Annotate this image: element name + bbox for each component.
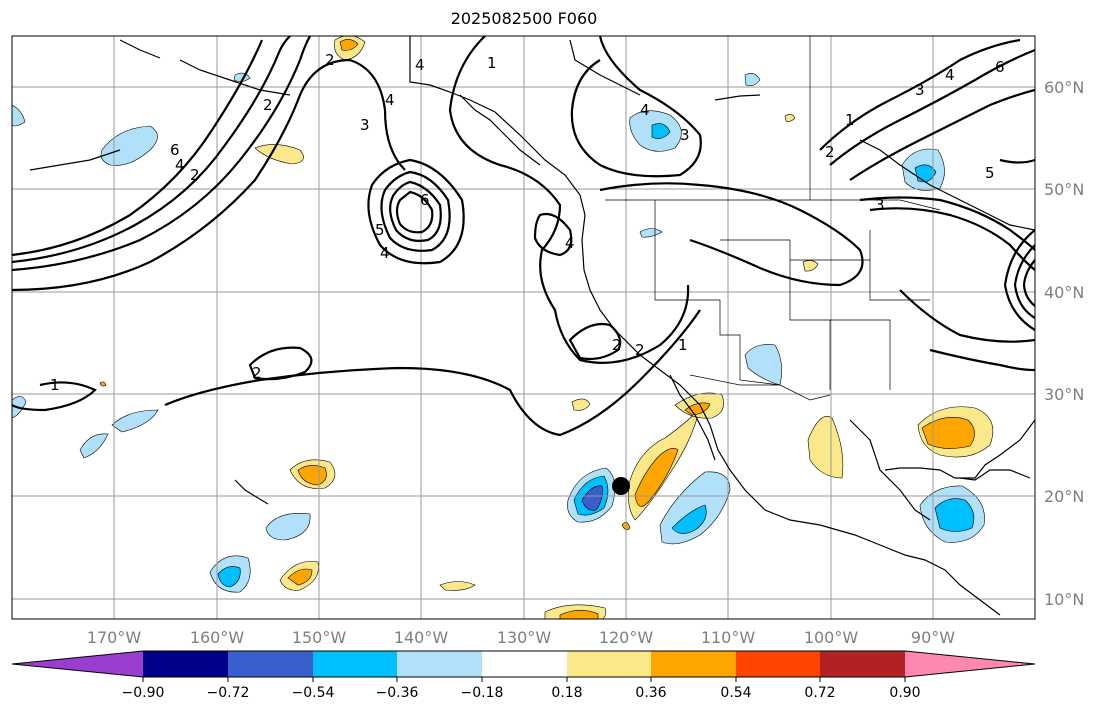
lon-label: 160°W — [190, 628, 245, 647]
contour-label: 1 — [678, 336, 688, 354]
lat-label: 60°N — [1044, 78, 1084, 97]
map-title: 2025082500 F060 — [450, 9, 598, 28]
storm-position-dot — [612, 477, 630, 495]
contour-label: 2 — [263, 96, 273, 114]
contour-label: 1 — [50, 376, 60, 394]
colorbar-tick-label: −0.90 — [122, 685, 165, 701]
lon-label: 110°W — [701, 628, 756, 647]
lon-label: 100°W — [804, 628, 859, 647]
colorbar-segment — [143, 651, 228, 677]
contour-label: 1 — [845, 111, 855, 129]
colorbar-tick-label: −0.18 — [461, 685, 504, 701]
colorbar-extend-max — [905, 651, 1035, 677]
colorbar-ticks — [142, 677, 906, 682]
colorbar-tick-label: 0.72 — [804, 685, 835, 701]
contour-label: 3 — [360, 116, 370, 134]
lon-label: 130°W — [497, 628, 552, 647]
contour-label: 6 — [420, 191, 430, 209]
contour-lines — [12, 36, 1035, 437]
lon-label: 90°W — [911, 628, 955, 647]
map-content: 2 4 4 1 2 3 6 2 4 6 5 4 4 4 3 2 1 3 4 6 … — [12, 36, 1035, 619]
colorbar-tick-label: −0.72 — [207, 685, 250, 701]
coastlines — [29, 36, 1035, 616]
contour-labels: 2 4 4 1 2 3 6 2 4 6 5 4 4 4 3 2 1 3 4 6 … — [50, 51, 1005, 394]
contour-label: 2 — [325, 51, 335, 69]
contour-label: 5 — [985, 164, 995, 182]
graticule — [12, 36, 1035, 619]
contour-label: 4 — [945, 66, 955, 84]
contour-label: 4 — [640, 101, 650, 119]
political-borders — [605, 36, 941, 401]
lat-label: 50°N — [1044, 180, 1084, 199]
colorbar-segment — [820, 651, 905, 677]
colorbar-segment — [567, 651, 651, 677]
lat-label: 10°N — [1044, 590, 1084, 609]
colorbar: −0.90 −0.72 −0.54 −0.36 −0.18 0.18 0.36 … — [11, 650, 1036, 701]
contour-label: 2 — [252, 364, 262, 382]
contour-label: 3 — [680, 126, 690, 144]
colorbar-tick-label: 0.36 — [635, 685, 666, 701]
map-frame — [11, 35, 1036, 620]
colorbar-segment — [482, 651, 567, 677]
contour-label: 3 — [915, 81, 925, 99]
colorbar-extend-min — [12, 651, 143, 677]
contour-label: 2 — [825, 143, 835, 161]
lat-label: 40°N — [1044, 283, 1084, 302]
lon-label: 120°W — [599, 628, 654, 647]
contour-label: 4 — [565, 234, 575, 252]
lat-label: 30°N — [1044, 385, 1084, 404]
contour-label: 2 — [612, 336, 622, 354]
colorbar-tick-label: −0.54 — [292, 685, 335, 701]
lon-label: 150°W — [292, 628, 347, 647]
latitude-labels: 60°N 50°N 40°N 30°N 20°N 10°N — [1044, 78, 1084, 609]
contour-label: 6 — [170, 141, 180, 159]
contour-label: 6 — [995, 58, 1005, 76]
contour-label: 2 — [190, 166, 200, 184]
colorbar-segment — [736, 651, 820, 677]
lon-label: 140°W — [394, 628, 449, 647]
colorbar-segment — [397, 651, 482, 677]
lon-label: 170°W — [87, 628, 142, 647]
contour-label: 4 — [415, 56, 425, 74]
lat-label: 20°N — [1044, 487, 1084, 506]
colorbar-segment — [313, 651, 397, 677]
colorbar-tick-label: 0.90 — [889, 685, 920, 701]
contour-label: 2 — [635, 341, 645, 359]
contour-label: 4 — [175, 156, 185, 174]
colorbar-tick-label: −0.36 — [376, 685, 419, 701]
contour-label: 1 — [487, 54, 497, 72]
longitude-labels: 170°W 160°W 150°W 140°W 130°W 120°W 110°… — [87, 628, 955, 647]
colorbar-tick-label: 0.54 — [720, 685, 751, 701]
colorbar-segment — [651, 651, 736, 677]
colorbar-tick-label: 0.18 — [551, 685, 582, 701]
anomaly-fills — [12, 36, 994, 619]
contour-label: 3 — [875, 196, 885, 214]
colorbar-segment — [228, 651, 313, 677]
contour-label: 4 — [380, 244, 390, 262]
contour-label: 4 — [385, 91, 395, 109]
contour-label: 5 — [375, 221, 385, 239]
